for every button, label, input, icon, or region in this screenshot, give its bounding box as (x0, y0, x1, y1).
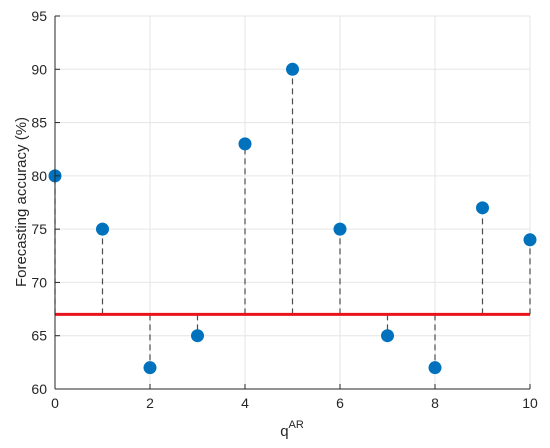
y-tick-label: 75 (31, 221, 47, 237)
y-tick-label: 70 (31, 274, 47, 290)
y-tick-label: 65 (31, 328, 47, 344)
data-point (523, 233, 537, 247)
data-point (143, 361, 157, 375)
x-tick-label: 0 (51, 395, 59, 411)
x-axis-label-superscript: AR (289, 419, 304, 431)
y-tick-labels: 60 65 70 75 80 85 90 95 (31, 8, 47, 397)
x-tick-label: 4 (241, 395, 249, 411)
y-tick-label: 95 (31, 8, 47, 24)
data-point (286, 62, 299, 76)
data-point (333, 222, 347, 236)
data-point (191, 329, 204, 343)
data-point (238, 137, 252, 151)
x-axis-label: qAR (280, 419, 304, 440)
data-point (96, 222, 109, 236)
x-axis-label-base: q (280, 423, 288, 440)
data-point (381, 329, 394, 343)
x-tick-label: 10 (522, 395, 538, 411)
y-tick-label: 85 (31, 115, 47, 131)
y-tick-label: 60 (31, 381, 47, 397)
stems (54, 69, 531, 368)
x-tick-label: 6 (336, 395, 344, 411)
axes (54, 15, 531, 390)
x-tick-labels: 0 2 4 6 8 10 (51, 395, 538, 411)
y-tick-label: 90 (31, 61, 47, 77)
y-axis-label: Forecasting accuracy (%) (13, 117, 30, 287)
data-point (476, 201, 489, 215)
y-tick-label: 80 (31, 168, 47, 184)
data-markers (48, 62, 537, 375)
x-tick-label: 8 (431, 395, 439, 411)
data-point (428, 361, 442, 375)
x-tick-label: 2 (146, 395, 154, 411)
